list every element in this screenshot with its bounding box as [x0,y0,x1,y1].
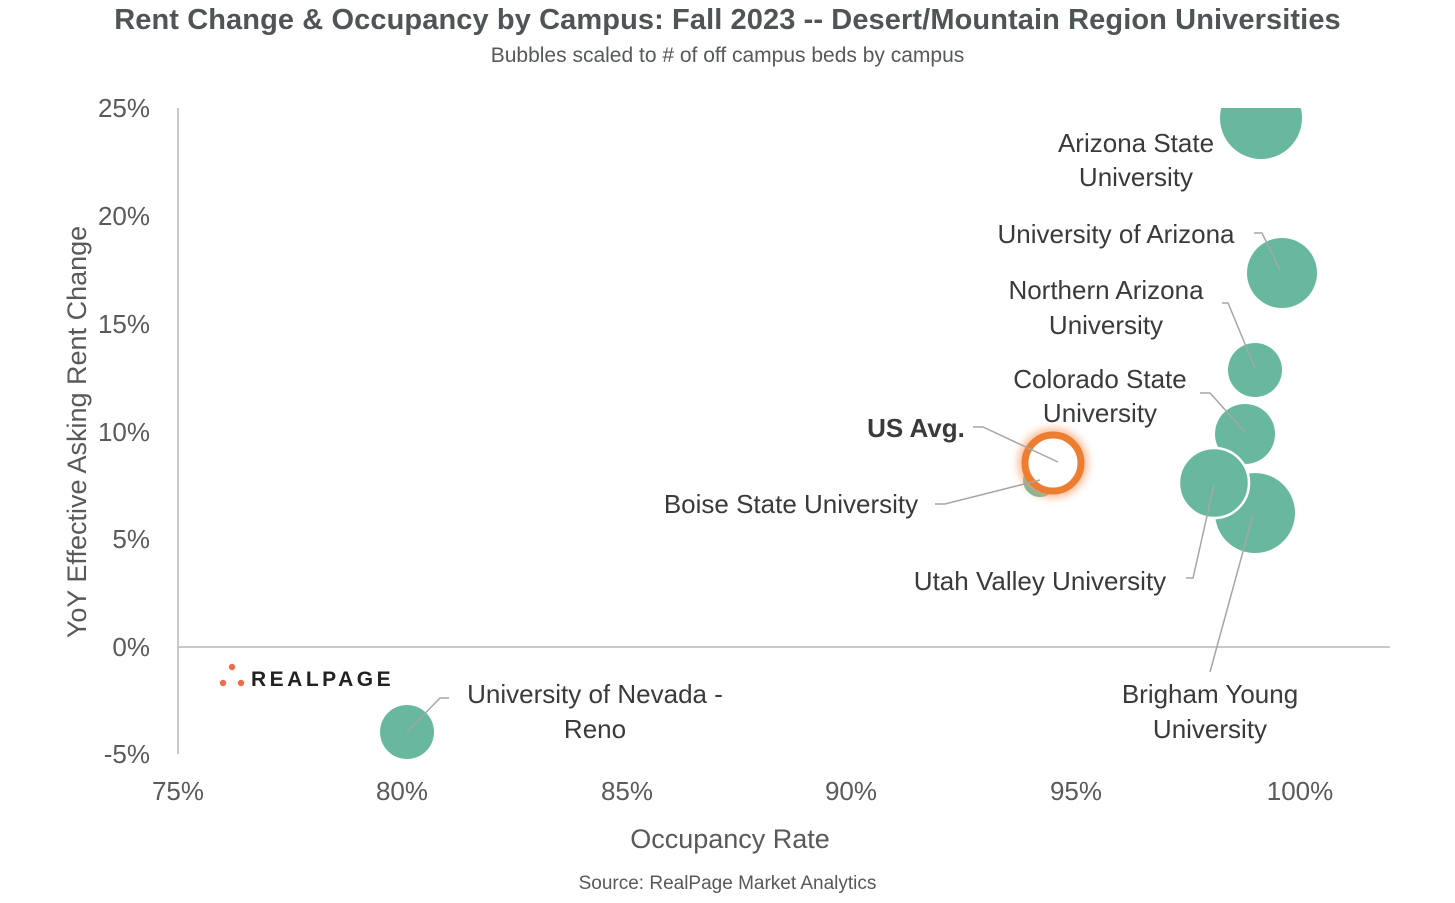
x-tick: 100% [1267,776,1334,806]
y-tick: 0% [112,632,150,662]
logo-text: REALPAGE [251,668,394,691]
logo-dot-icon [228,663,236,671]
label-colorado-state-2: University [1043,398,1157,428]
bubble-arizona-state[interactable] [1220,77,1302,159]
x-tick: 95% [1050,776,1102,806]
y-tick: -5% [104,739,150,769]
logo-dot-icon [219,679,227,687]
bubble-university-of-arizona[interactable] [1247,238,1317,308]
y-tick: 10% [98,417,150,447]
bubble-northern-arizona[interactable] [1228,343,1282,397]
data-labels: Arizona State University University of A… [467,128,1298,744]
x-tick: 85% [601,776,653,806]
label-northern-arizona-1: Northern Arizona [1008,275,1204,305]
y-tick-labels: 25% 20% 15% 10% 5% 0% -5% [98,93,150,769]
y-tick: 25% [98,93,150,123]
source-note: Source: RealPage Market Analytics [578,873,877,894]
x-tick: 80% [376,776,428,806]
logo-dot-icon [237,679,245,687]
label-brigham-young-2: University [1153,714,1267,744]
label-us-avg: US Avg. [867,413,965,443]
chart-subtitle: Bubbles scaled to # of off campus beds b… [490,44,965,67]
label-boise-state: Boise State University [664,489,918,519]
x-tick: 90% [825,776,877,806]
bubble-colorado-state[interactable] [1215,404,1275,464]
label-nevada-reno-2: Reno [564,714,626,744]
label-colorado-state-1: Colorado State [1013,364,1186,394]
label-nevada-reno-1: University of Nevada - [467,679,723,709]
label-northern-arizona-2: University [1049,310,1163,340]
leader-lines [406,232,1281,733]
y-tick: 15% [98,309,150,339]
bubbles [380,77,1317,759]
y-axis-title: YoY Effective Asking Rent Change [62,226,92,638]
label-utah-valley: Utah Valley University [914,566,1166,596]
x-tick-labels: 75% 80% 85% 90% 95% 100% [152,776,1333,806]
label-arizona-state-1: Arizona State [1058,128,1214,158]
label-arizona-state-2: University [1079,162,1193,192]
y-tick: 20% [98,201,150,231]
x-axis-title: Occupancy Rate [630,824,830,854]
bubble-us-avg[interactable] [1021,431,1085,495]
bubble-utah-valley[interactable] [1177,446,1251,520]
y-tick: 5% [112,524,150,554]
chart-title: Rent Change & Occupancy by Campus: Fall … [114,4,1341,36]
label-university-of-arizona: University of Arizona [998,219,1236,249]
x-tick: 75% [152,776,204,806]
label-brigham-young-1: Brigham Young [1122,679,1298,709]
realpage-logo: REALPAGE [219,663,394,691]
